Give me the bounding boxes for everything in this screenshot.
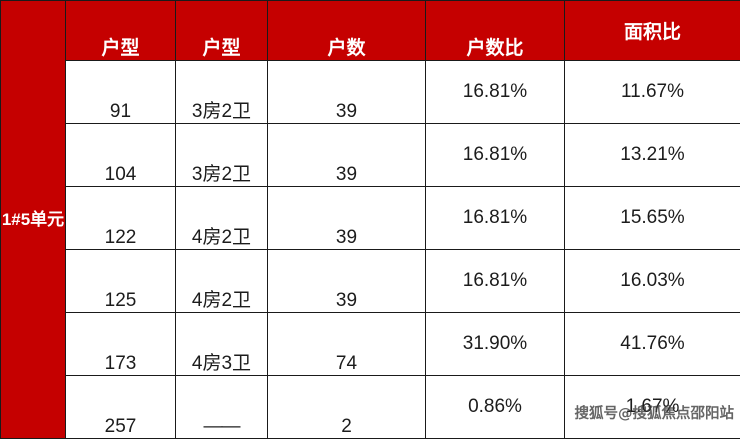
cell-layout: 3房2卫 <box>175 123 268 187</box>
column-header-area-type: 户型 <box>65 0 176 61</box>
cell-count-ratio: 16.81% <box>425 186 565 250</box>
cell-count: 39 <box>267 123 426 187</box>
cell-layout: 4房2卫 <box>175 186 268 250</box>
cell-area-ratio: 13.21% <box>564 123 740 187</box>
cell-count-ratio: 31.90% <box>425 312 565 376</box>
cell-layout: 3房2卫 <box>175 60 268 124</box>
table-row: 257 —— 2 0.86% 1.67% <box>1 375 740 439</box>
cell-area-ratio: 11.67% <box>564 60 740 124</box>
cell-area-ratio: 16.03% <box>564 249 740 313</box>
cell-area-type: 173 <box>65 312 176 376</box>
cell-count: 74 <box>267 312 426 376</box>
table-row: 91 3房2卫 39 16.81% 11.67% <box>1 60 740 124</box>
cell-layout: 4房3卫 <box>175 312 268 376</box>
cell-layout: —— <box>175 375 268 439</box>
cell-count: 2 <box>267 375 426 439</box>
column-header-count-ratio: 户数比 <box>425 0 565 61</box>
cell-area-type: 257 <box>65 375 176 439</box>
cell-layout: 4房2卫 <box>175 249 268 313</box>
cell-count: 39 <box>267 60 426 124</box>
cell-count-ratio: 16.81% <box>425 123 565 187</box>
cell-count: 39 <box>267 186 426 250</box>
table-row: 104 3房2卫 39 16.81% 13.21% <box>1 123 740 187</box>
table-row: 125 4房2卫 39 16.81% 16.03% <box>1 249 740 313</box>
cell-area-type: 125 <box>65 249 176 313</box>
cell-area-type: 104 <box>65 123 176 187</box>
column-header-count: 户数 <box>267 0 426 61</box>
column-header-layout: 户型 <box>175 0 268 61</box>
cell-area-type: 91 <box>65 60 176 124</box>
table-row: 122 4房2卫 39 16.81% 15.65% <box>1 186 740 250</box>
column-header-area-ratio: 面积比 <box>564 0 740 61</box>
cell-count-ratio: 16.81% <box>425 249 565 313</box>
cell-count: 39 <box>267 249 426 313</box>
unit-merged-cell: 1#5单元 <box>0 0 66 439</box>
cell-area-ratio: 1.67% <box>564 375 740 439</box>
cell-count-ratio: 16.81% <box>425 60 565 124</box>
cell-count-ratio: 0.86% <box>425 375 565 439</box>
cell-area-ratio: 15.65% <box>564 186 740 250</box>
cell-area-ratio: 41.76% <box>564 312 740 376</box>
table-row: 173 4房3卫 74 31.90% 41.76% <box>1 312 740 376</box>
cell-area-type: 122 <box>65 186 176 250</box>
